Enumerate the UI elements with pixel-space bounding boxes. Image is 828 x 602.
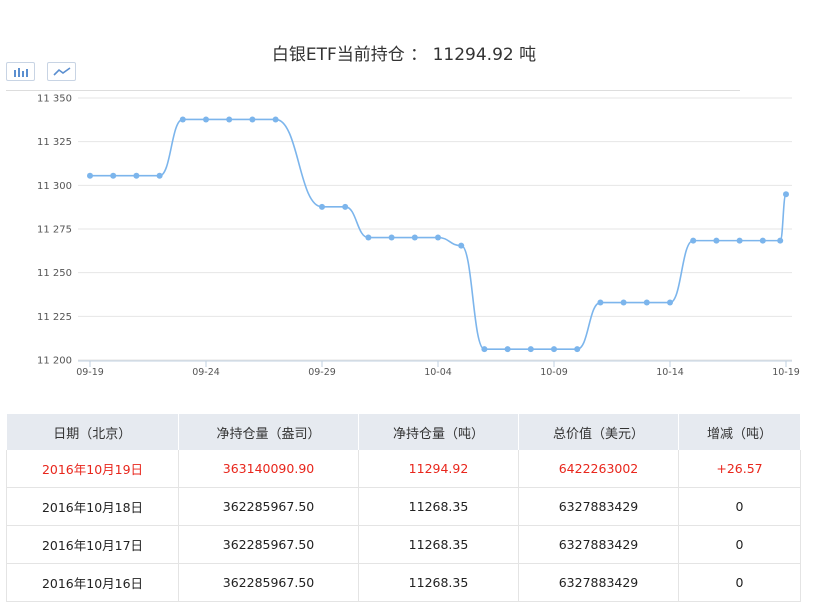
data-point <box>777 237 784 244</box>
data-point <box>226 116 233 123</box>
data-point <box>643 299 650 306</box>
y-tick-label: 11 350 <box>37 94 72 105</box>
data-point <box>551 346 557 353</box>
cell-ounces: 363140090.90 <box>178 450 359 488</box>
chart-title: 白银ETF当前持仓 ： 11294.92 吨 <box>271 45 537 65</box>
line-chart: 11 200 11 225 11 250 11 275 11 300 11 325 11 3… <box>37 94 800 379</box>
data-point <box>272 116 279 123</box>
header-total-value: 总价值（美元） <box>518 414 679 450</box>
cell-total-value: 6327883429 <box>518 525 679 564</box>
data-point <box>319 203 325 210</box>
cell-total-value: 6422263002 <box>518 450 679 488</box>
x-tick-label: 10-04 <box>424 367 452 378</box>
data-point <box>87 172 93 179</box>
data-point <box>597 299 604 306</box>
cell-tonnes: 11268.35 <box>358 487 519 526</box>
top-divider <box>6 90 740 91</box>
x-tick-label: 09-24 <box>192 367 220 378</box>
x-tick-label: 10-14 <box>656 367 684 378</box>
y-tick-label: 11 200 <box>37 356 72 367</box>
cell-date: 2016年10月19日 <box>6 450 179 488</box>
cell-date: 2016年10月16日 <box>6 563 179 602</box>
data-point <box>481 346 488 353</box>
y-tick-label: 11 250 <box>37 268 72 279</box>
cell-tonnes: 11268.35 <box>358 563 519 602</box>
cell-change: 0 <box>678 487 801 526</box>
series-line <box>90 118 787 350</box>
data-point <box>667 299 673 306</box>
cell-ounces: 362285967.50 <box>178 525 359 564</box>
cell-total-value: 6327883429 <box>518 563 679 602</box>
bar-chart-icon <box>13 67 28 77</box>
data-point <box>179 116 186 123</box>
cell-ounces: 362285967.50 <box>178 487 359 526</box>
cell-date: 2016年10月18日 <box>6 487 179 526</box>
data-point <box>458 242 465 249</box>
data-point <box>365 234 372 241</box>
data-point <box>249 116 256 123</box>
cell-date: 2016年10月17日 <box>6 525 179 564</box>
x-tick-label: 09-29 <box>308 367 336 378</box>
data-point <box>620 299 627 306</box>
cell-total-value: 6327883429 <box>518 487 679 526</box>
y-tick-label: 11 325 <box>37 137 72 148</box>
holdings-table: 日期（北京） 净持仓量（盎司） 净持仓量（吨） 总价值（美元） 增减（吨） 20… <box>6 414 801 602</box>
data-point <box>736 237 743 244</box>
line-chart-icon <box>52 66 70 76</box>
y-tick-label: 11 300 <box>37 181 72 192</box>
x-tick-label: 09-19 <box>76 367 104 378</box>
y-tick-label: 11 225 <box>37 312 72 323</box>
data-point <box>690 237 697 244</box>
data-point <box>411 234 418 241</box>
x-tick-label: 10-19 <box>772 367 800 378</box>
data-point <box>574 346 581 353</box>
header-date: 日期（北京） <box>6 414 179 450</box>
cell-tonnes: 11268.35 <box>358 525 519 564</box>
data-point <box>133 172 140 179</box>
table-header-row: 日期（北京） 净持仓量（盎司） 净持仓量（吨） 总价值（美元） 增减（吨） <box>6 414 801 450</box>
table-row: 2016年10月17日 362285967.50 11268.35 632788… <box>6 525 801 564</box>
data-point <box>110 172 117 179</box>
cell-tonnes: 11294.92 <box>358 450 519 488</box>
y-tick-label: 11 275 <box>37 225 72 236</box>
data-point <box>203 116 209 123</box>
data-point <box>527 346 534 353</box>
header-change: 增减（吨） <box>678 414 801 450</box>
cell-change: +26.57 <box>678 450 801 488</box>
data-point <box>435 234 441 241</box>
data-point <box>759 237 766 244</box>
cell-change: 0 <box>678 525 801 564</box>
cell-ounces: 362285967.50 <box>178 563 359 602</box>
header-tonnes: 净持仓量（吨） <box>358 414 519 450</box>
data-point <box>388 234 395 241</box>
cell-change: 0 <box>678 563 801 602</box>
data-point <box>783 191 789 198</box>
data-point <box>713 237 720 244</box>
header-ounces: 净持仓量（盎司） <box>178 414 359 450</box>
holdings-table-container: 日期（北京） 净持仓量（盎司） 净持仓量（吨） 总价值（美元） 增减（吨） 20… <box>6 414 801 602</box>
table-row: 2016年10月18日 362285967.50 11268.35 632788… <box>6 487 801 526</box>
line-chart-button[interactable] <box>47 62 76 81</box>
table-row: 2016年10月16日 362285967.50 11268.35 632788… <box>6 563 801 602</box>
x-tick-label: 10-09 <box>540 367 568 378</box>
data-point <box>342 203 349 210</box>
table-row: 2016年10月19日 363140090.90 11294.92 642226… <box>6 450 801 488</box>
bar-chart-button[interactable] <box>6 62 35 81</box>
data-point <box>156 172 163 179</box>
data-point <box>504 346 511 353</box>
